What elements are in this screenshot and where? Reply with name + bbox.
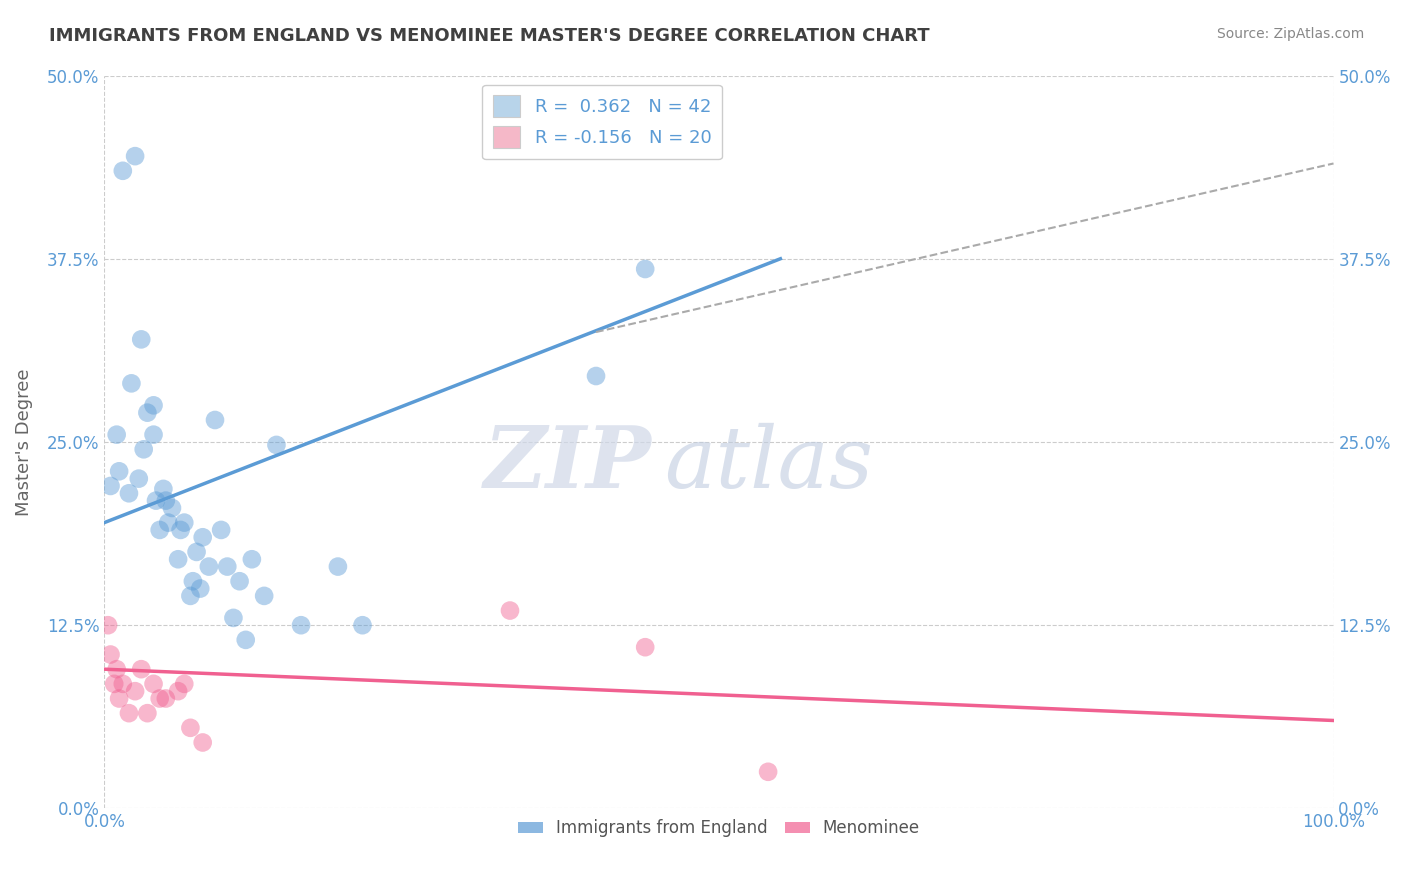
Point xyxy=(100,648,122,662)
Point xyxy=(118,706,141,721)
Text: ZIP: ZIP xyxy=(484,422,651,506)
Point xyxy=(103,677,125,691)
Point xyxy=(155,691,177,706)
Point xyxy=(155,493,177,508)
Point xyxy=(100,479,122,493)
Point xyxy=(352,618,374,632)
Point xyxy=(204,413,226,427)
Point xyxy=(266,438,288,452)
Point xyxy=(108,691,131,706)
Point xyxy=(105,427,128,442)
Point xyxy=(149,523,172,537)
Point xyxy=(240,552,263,566)
Point xyxy=(124,149,146,163)
Point xyxy=(217,559,239,574)
Point xyxy=(181,574,204,589)
Point xyxy=(585,369,607,384)
Text: atlas: atlas xyxy=(664,423,873,505)
Point xyxy=(157,516,180,530)
Legend: Immigrants from England, Menominee: Immigrants from England, Menominee xyxy=(512,813,927,844)
Point xyxy=(128,472,150,486)
Y-axis label: Master's Degree: Master's Degree xyxy=(15,368,32,516)
Point xyxy=(136,706,159,721)
Point xyxy=(186,545,208,559)
Text: IMMIGRANTS FROM ENGLAND VS MENOMINEE MASTER'S DEGREE CORRELATION CHART: IMMIGRANTS FROM ENGLAND VS MENOMINEE MAS… xyxy=(49,27,929,45)
Point xyxy=(228,574,250,589)
Point xyxy=(499,603,522,617)
Point xyxy=(253,589,276,603)
Point xyxy=(188,582,211,596)
Point xyxy=(756,764,779,779)
Point xyxy=(111,677,134,691)
Point xyxy=(167,552,190,566)
Point xyxy=(634,262,657,277)
Point xyxy=(129,662,152,676)
Point xyxy=(120,376,142,391)
Point xyxy=(118,486,141,500)
Point xyxy=(191,530,214,544)
Point xyxy=(142,427,165,442)
Point xyxy=(160,500,183,515)
Point xyxy=(173,677,195,691)
Point xyxy=(169,523,191,537)
Point xyxy=(634,640,657,655)
Point xyxy=(132,442,155,457)
Point xyxy=(145,493,167,508)
Point xyxy=(222,611,245,625)
Point xyxy=(129,332,152,346)
Point xyxy=(326,559,349,574)
Point xyxy=(108,464,131,478)
Point xyxy=(167,684,190,698)
Point xyxy=(124,684,146,698)
Point xyxy=(191,735,214,749)
Point xyxy=(111,163,134,178)
Point xyxy=(97,618,120,632)
Point xyxy=(142,677,165,691)
Point xyxy=(149,691,172,706)
Point xyxy=(198,559,221,574)
Point xyxy=(136,406,159,420)
Point xyxy=(209,523,232,537)
Point xyxy=(235,632,257,647)
Point xyxy=(179,721,201,735)
Point xyxy=(173,516,195,530)
Point xyxy=(105,662,128,676)
Text: Source: ZipAtlas.com: Source: ZipAtlas.com xyxy=(1216,27,1364,41)
Point xyxy=(142,398,165,412)
Point xyxy=(290,618,312,632)
Point xyxy=(152,482,174,496)
Point xyxy=(179,589,201,603)
